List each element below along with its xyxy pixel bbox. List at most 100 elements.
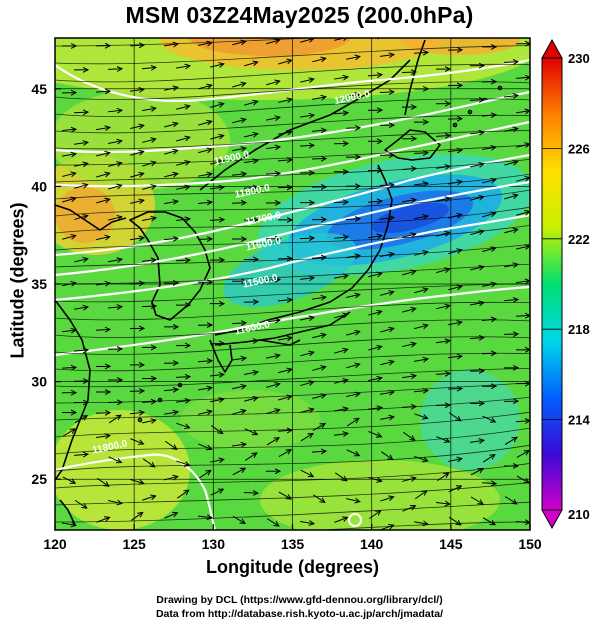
wind-arrow — [333, 237, 348, 238]
wind-arrow — [436, 436, 449, 442]
wind-arrow — [96, 517, 109, 523]
wind-arrow — [379, 217, 394, 219]
wind-arrow — [482, 248, 496, 253]
wind-arrow — [482, 284, 496, 287]
wind-arrow — [380, 525, 393, 530]
wind-arrow — [448, 322, 462, 325]
wind-arrow — [300, 433, 313, 442]
wind-arrow — [368, 273, 382, 276]
wind-arrow — [96, 127, 110, 129]
y-tick-label: 45 — [31, 81, 47, 97]
wind-arrow — [163, 44, 178, 46]
wind-arrow — [266, 40, 279, 45]
wind-arrow — [470, 440, 484, 442]
wind-arrow — [346, 449, 360, 456]
x-axis: 120 125 130 135 140 145 150 — [43, 524, 542, 552]
wind-arrow — [334, 380, 348, 384]
wind-arrow — [198, 411, 212, 414]
wind-arrow — [130, 89, 144, 91]
wind-arrow — [74, 499, 87, 508]
colorbar-top-triangle — [541, 38, 563, 59]
wind-arrow — [73, 112, 88, 113]
wind-arrow — [244, 101, 257, 106]
wind-arrow — [265, 320, 280, 322]
wind-arrow — [469, 132, 484, 134]
wind-arrow — [435, 373, 450, 374]
wind-arrow — [62, 236, 76, 240]
wind-arrow — [334, 517, 347, 523]
wind-arrow — [96, 477, 109, 486]
wind-arrow — [516, 246, 530, 249]
wind-arrow — [504, 264, 518, 267]
credit-drawing: Drawing by DCL (https://www.gfd-dennou.o… — [156, 594, 443, 606]
wind-arrow — [312, 97, 326, 100]
wind-arrow — [130, 151, 143, 156]
wind-arrow — [414, 522, 428, 525]
wind-arrow — [142, 186, 156, 190]
wind-arrow — [176, 422, 189, 428]
wind-arrow — [414, 413, 427, 419]
wind-arrow — [231, 323, 246, 324]
wind-arrow — [231, 203, 246, 204]
wind-arrow — [198, 121, 211, 126]
wind-arrow — [209, 374, 224, 376]
wind-arrow — [130, 479, 143, 483]
wind-arrow — [197, 202, 212, 203]
x-tick-label: 145 — [439, 536, 463, 552]
x-tick-label: 120 — [43, 536, 67, 552]
wind-arrow — [198, 149, 212, 152]
wind-arrow — [515, 421, 530, 422]
wind-arrow — [107, 69, 122, 70]
wind-arrow — [447, 150, 462, 151]
wind-arrow — [333, 113, 348, 114]
wind-arrow — [243, 187, 258, 188]
wind-arrow — [164, 412, 178, 414]
wind-arrow — [210, 399, 224, 402]
wind-arrow — [482, 455, 495, 463]
wind-arrow — [368, 378, 382, 381]
wind-arrow — [108, 259, 122, 262]
streamline — [55, 301, 530, 321]
x-axis-label: Longitude (degrees) — [205, 557, 379, 577]
wind-arrow — [108, 500, 122, 503]
wind-arrow — [402, 200, 416, 202]
wind-arrow — [503, 95, 518, 97]
colorbar-tick-label: 230 — [568, 51, 590, 66]
wind-arrow — [198, 388, 212, 390]
wind-arrow — [176, 540, 190, 542]
wind-arrow — [470, 469, 483, 476]
wind-arrow — [312, 395, 325, 399]
wind-arrow — [62, 198, 75, 203]
wind-arrow — [436, 473, 449, 482]
wind-arrow — [244, 372, 258, 375]
wind-arrow — [380, 392, 394, 394]
wind-arrow — [436, 341, 450, 343]
wind-arrow — [413, 390, 428, 391]
wind-arrow — [197, 361, 212, 362]
wind-arrow — [413, 52, 428, 53]
wind-arrow — [74, 216, 87, 220]
wind-arrow — [504, 128, 518, 131]
wind-arrow — [243, 341, 258, 342]
wind-arrow — [413, 153, 428, 154]
wind-arrow — [448, 250, 461, 255]
streamline — [55, 444, 530, 472]
wind-arrow — [299, 238, 314, 239]
wind-arrow — [62, 283, 76, 286]
wind-arrow — [436, 166, 450, 168]
streamline — [55, 396, 530, 421]
wind-arrow — [277, 300, 292, 301]
streamline — [55, 81, 530, 100]
wind-arrow — [129, 283, 144, 284]
wind-arrow — [368, 235, 382, 237]
wind-arrow — [367, 408, 382, 410]
wind-arrow — [401, 407, 416, 408]
wind-arrow — [73, 454, 88, 455]
wind-arrow — [436, 232, 449, 237]
wind-arrow — [470, 496, 483, 504]
wind-arrow — [244, 453, 257, 461]
x-tick-label: 125 — [122, 536, 146, 552]
wind-arrow — [346, 294, 360, 297]
wind-arrow — [278, 491, 291, 499]
